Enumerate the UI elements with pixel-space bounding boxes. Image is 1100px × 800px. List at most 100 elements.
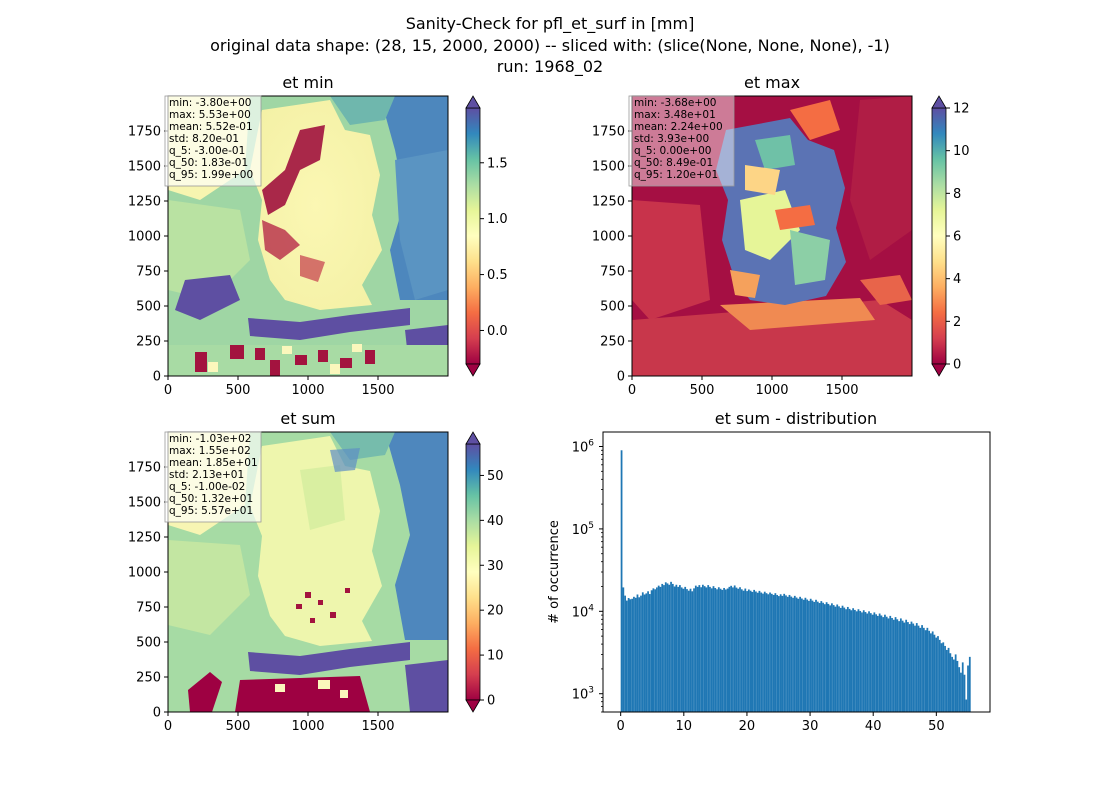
figure-title-line-3: run: 1968_02 (497, 57, 603, 77)
y-tick-label: 250 (136, 335, 161, 350)
colorbar-tick-label: 1.0 (487, 212, 508, 227)
y-tick-base: 10 (572, 688, 589, 703)
histogram-bar (739, 587, 741, 712)
histogram-bar (945, 649, 948, 712)
stat-line: std: 8.20e-01 (169, 133, 239, 145)
histogram-bar (815, 599, 817, 712)
histogram-bar (724, 589, 727, 712)
histogram-bar (751, 591, 754, 712)
stat-line: std: 3.93e+00 (634, 133, 709, 145)
histogram-bar (648, 594, 651, 712)
histogram-bar (855, 611, 858, 712)
x-tick-label: 0 (164, 383, 172, 398)
colorbar-tick-label: 0.0 (487, 324, 508, 339)
y-tick-label: 250 (600, 335, 625, 350)
axis-ticks: 0 500 1000 1500 0 250 500 750 1000 1250 1500 1750 (128, 461, 395, 735)
histogram-bar (677, 586, 680, 712)
histogram-bar (862, 610, 865, 712)
y-tick-label: 104 (572, 603, 595, 620)
histogram-bar (785, 595, 787, 712)
y-tick-label: 1250 (128, 195, 161, 210)
histogram-bar (700, 587, 702, 712)
y-tick-label: 1500 (592, 160, 625, 175)
histogram-bar (859, 610, 862, 712)
histogram-bar (891, 617, 893, 712)
histogram-bar (769, 592, 771, 712)
histogram-bar (719, 588, 722, 712)
histogram-bar (894, 617, 897, 712)
histogram-bar (767, 594, 770, 712)
colorbar-ticks: 0 2 4 6 8 10 12 (946, 102, 970, 373)
y-tick-label: 1750 (592, 125, 625, 140)
histogram-bar (854, 609, 856, 712)
x-tick-label: 1000 (291, 719, 324, 734)
histogram-bar (765, 593, 768, 712)
histogram-bar (654, 589, 657, 712)
histogram-bar (721, 589, 724, 712)
colorbar-tick-label: 4 (953, 272, 961, 287)
x-tick-label: 30 (802, 719, 819, 734)
panel-title: et sum (280, 409, 335, 428)
histogram-bar (922, 627, 925, 712)
stats-box: min: -1.03e+02 max: 1.55e+02 mean: 1.85e… (164, 431, 262, 523)
histogram-bar (864, 612, 867, 712)
histogram-bar (640, 595, 642, 712)
histogram-bar (710, 588, 713, 712)
histogram-bar (834, 606, 837, 712)
histogram-bar (876, 615, 879, 712)
y-tick-label: 0 (153, 370, 161, 385)
histogram-bar (728, 586, 731, 712)
histogram-bar (624, 595, 626, 712)
histogram-bar (629, 599, 632, 712)
colorbar-tick-label: 0.5 (487, 268, 508, 283)
x-tick-label: 500 (690, 383, 715, 398)
histogram-bar (657, 585, 660, 712)
histogram-bar (638, 597, 641, 712)
x-tick-label: 1500 (361, 719, 394, 734)
colorbar-tick-label: 1.5 (487, 156, 508, 171)
y-tick-exponent: 6 (588, 439, 594, 449)
x-tick-label: 10 (676, 719, 693, 734)
histogram-bar (733, 585, 736, 712)
histogram-bar (707, 585, 710, 712)
colorbar-ticks: 0.0 0.5 1.0 1.5 (480, 156, 508, 339)
colorbar: 0 2 4 6 8 10 12 (931, 95, 970, 377)
heatmap-image (632, 96, 912, 376)
stat-line: q_95: 1.20e+01 (634, 169, 718, 181)
x-tick-label: 1500 (825, 383, 858, 398)
histogram-bar (898, 621, 900, 712)
y-axis-label: # of occurrence (547, 520, 562, 624)
histogram-bar (953, 659, 955, 712)
stat-line: q_5: -1.00e-02 (169, 481, 245, 493)
histogram-bar (703, 586, 706, 712)
y-tick-exponent: 5 (588, 521, 594, 531)
histogram-bar (935, 637, 938, 712)
y-tick-base: 10 (572, 605, 589, 620)
colorbar-tick-label: 0 (487, 694, 495, 709)
histogram-bar (910, 621, 913, 712)
histogram-bar (889, 615, 892, 712)
stats-box: min: -3.68e+00 max: 3.48e+01 mean: 2.24e… (628, 95, 735, 187)
histogram-bar (831, 603, 833, 712)
histogram-bar (770, 593, 773, 712)
histogram-bar (709, 586, 711, 712)
histogram-bar (825, 602, 828, 712)
histogram-bar (937, 636, 939, 712)
histogram-bar (656, 587, 658, 712)
axis-ticks: 0 500 1000 1500 0 250 500 750 1000 1250 1500 1750 (128, 125, 395, 399)
histogram-bar (781, 595, 784, 712)
histogram-bar (933, 634, 936, 712)
histogram-bar (866, 613, 869, 712)
histogram-bar (758, 590, 761, 712)
histogram-bar (823, 604, 826, 712)
histogram-bar (871, 614, 874, 712)
histogram-bar (714, 587, 717, 712)
heatmap-image (168, 96, 448, 376)
panel-title: et max (744, 73, 800, 92)
histogram-bar (659, 586, 662, 712)
histogram-bar (813, 601, 816, 712)
histogram-bar (839, 607, 842, 712)
histogram-bar (774, 593, 777, 712)
histogram-bar (930, 633, 932, 712)
histogram-bar (880, 615, 883, 712)
